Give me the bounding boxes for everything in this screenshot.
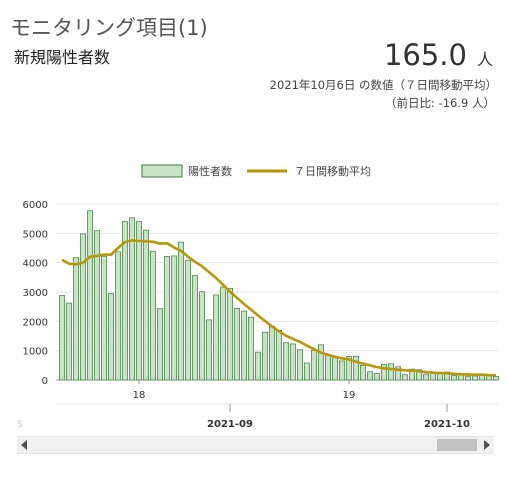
bar[interactable]: [472, 375, 478, 381]
bar[interactable]: [402, 374, 408, 381]
bar[interactable]: [192, 275, 198, 381]
bar[interactable]: [304, 362, 310, 381]
moving-average-series: [61, 239, 497, 377]
moving-average-line[interactable]: [61, 239, 497, 377]
bar[interactable]: [115, 251, 121, 381]
legend-bar-swatch: [141, 164, 183, 178]
bar[interactable]: [101, 255, 107, 381]
y-tick-label: 4000: [23, 259, 48, 270]
x-month-tick-label: 2021-10: [424, 419, 470, 430]
bar[interactable]: [283, 342, 289, 381]
legend[interactable]: 陽性者数 ７日間移動平均: [141, 164, 371, 178]
bar[interactable]: [171, 255, 177, 381]
bar[interactable]: [395, 366, 401, 381]
y-tick-label: 0: [42, 376, 48, 387]
scroll-left-arrow-icon[interactable]: [21, 440, 27, 450]
bar[interactable]: [136, 221, 142, 381]
bar[interactable]: [367, 371, 373, 381]
bar[interactable]: [178, 241, 184, 381]
bar[interactable]: [248, 316, 254, 381]
page-title: モニタリング項目(1): [10, 16, 208, 40]
bar[interactable]: [87, 210, 93, 381]
bar[interactable]: [213, 294, 219, 381]
bar[interactable]: [423, 373, 429, 381]
faint-edge-label: $: [17, 419, 23, 430]
bar[interactable]: [185, 260, 191, 381]
scroll-right-arrow-icon[interactable]: [484, 440, 490, 450]
bar[interactable]: [73, 257, 79, 381]
bar[interactable]: [108, 293, 114, 381]
bar[interactable]: [318, 344, 324, 381]
x-month-tick-label: 2021-09: [207, 419, 253, 430]
bar[interactable]: [353, 355, 359, 381]
current-value-block: 165.0 人: [384, 38, 493, 72]
horizontal-scrollbar[interactable]: [17, 436, 494, 454]
bar[interactable]: [493, 376, 499, 381]
bar[interactable]: [416, 369, 422, 381]
bar[interactable]: [479, 375, 485, 381]
bar[interactable]: [325, 354, 331, 381]
current-value: 165.0: [383, 38, 467, 72]
bar[interactable]: [437, 373, 443, 381]
x-day-tick-label: 19: [343, 390, 356, 401]
bar[interactable]: [290, 343, 296, 381]
x-axis: 18 19 2021-09 2021-10 $: [17, 380, 498, 430]
bar[interactable]: [129, 217, 135, 381]
bar[interactable]: [409, 368, 415, 381]
metric-name: 新規陽性者数: [14, 48, 111, 67]
bar[interactable]: [164, 256, 170, 381]
y-tick-label: 3000: [23, 288, 48, 299]
cases-chart: 陽性者数 ７日間移動平均 0 1000 2000 3000 4000 5000 6000 1…: [17, 164, 499, 430]
bar[interactable]: [465, 375, 471, 381]
y-tick-label: 1000: [23, 347, 48, 358]
bar[interactable]: [234, 308, 240, 381]
current-value-unit: 人: [476, 50, 493, 69]
bar[interactable]: [227, 288, 233, 381]
legend-bar-label: 陽性者数: [188, 164, 232, 178]
bar[interactable]: [59, 295, 65, 381]
y-tick-label: 5000: [23, 229, 48, 240]
bar[interactable]: [220, 286, 226, 381]
x-day-tick-label: 18: [133, 390, 146, 401]
bar[interactable]: [360, 364, 366, 381]
bar[interactable]: [143, 229, 149, 381]
bar[interactable]: [339, 360, 345, 381]
bar[interactable]: [276, 330, 282, 381]
bar-series: [59, 210, 499, 381]
bar[interactable]: [66, 302, 72, 381]
y-tick-label: 6000: [23, 200, 48, 211]
bar[interactable]: [388, 363, 394, 381]
bar[interactable]: [332, 356, 338, 381]
diff-note: （前日比: -16.9 人）: [385, 96, 495, 110]
bar[interactable]: [374, 373, 380, 381]
bar[interactable]: [199, 291, 205, 381]
bar[interactable]: [206, 319, 212, 381]
bar[interactable]: [255, 351, 261, 381]
bar[interactable]: [311, 350, 317, 381]
date-note: 2021年10月6日 の数値（７日間移動平均）: [269, 78, 497, 92]
bar[interactable]: [381, 364, 387, 381]
bar[interactable]: [122, 221, 128, 381]
bar[interactable]: [94, 230, 100, 381]
scrollbar-thumb[interactable]: [437, 439, 477, 451]
bar[interactable]: [157, 308, 163, 381]
bar[interactable]: [451, 375, 457, 381]
bar[interactable]: [297, 349, 303, 381]
y-tick-label: 2000: [23, 317, 48, 328]
legend-line-label: ７日間移動平均: [294, 164, 371, 178]
bar[interactable]: [269, 325, 275, 381]
y-axis: 0 1000 2000 3000 4000 5000 6000: [23, 200, 48, 387]
bar[interactable]: [262, 331, 268, 381]
bar[interactable]: [80, 233, 86, 381]
bar[interactable]: [241, 310, 247, 381]
bar[interactable]: [150, 250, 156, 381]
